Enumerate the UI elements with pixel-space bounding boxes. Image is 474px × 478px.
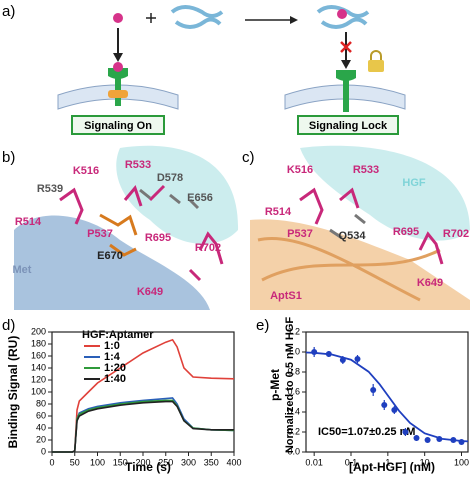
x-tick-label: 250 (158, 457, 173, 467)
y-axis-label: Normalized to 0.5 nM HGF (284, 317, 296, 454)
residue-label: K516 (73, 165, 99, 177)
data-point (381, 402, 388, 408)
residue-label: K516 (287, 164, 313, 176)
x-tick-label: 1 (385, 457, 390, 467)
data-point (458, 439, 465, 445)
residue-label: Q534 (339, 230, 367, 242)
legend-label: 1:4 (104, 351, 121, 363)
residue-label: K649 (417, 277, 443, 289)
residue-label: R514 (15, 216, 42, 228)
residue-label: R539 (37, 183, 63, 195)
y-tick-label: 1.0 (287, 346, 300, 356)
box-label: Signaling On (84, 120, 152, 132)
legend-label: 1:20 (104, 362, 126, 374)
residue-label: Met (13, 264, 32, 276)
series-line (52, 399, 235, 453)
annotation: IC50=1.07±0.25 nM (318, 426, 415, 438)
y-tick-label: 200 (31, 326, 46, 336)
legend-label: 1:0 (104, 340, 120, 352)
structure-b (14, 145, 239, 310)
data-point (450, 437, 457, 443)
x-tick-label: 0.1 (345, 457, 358, 467)
panel-label: c) (242, 149, 255, 166)
residue-label: HGF (402, 177, 426, 189)
y-tick-label: 80 (36, 398, 46, 408)
y-tick-label: 0.2 (287, 426, 300, 436)
y-axis-label: p-Met (268, 369, 282, 401)
data-point (311, 349, 318, 355)
x-tick-label: 200 (135, 457, 150, 467)
data-point (402, 429, 409, 435)
y-tick-label: 0.6 (287, 386, 300, 396)
y-tick-label: 140 (31, 362, 46, 372)
x-tick-label: 10 (420, 457, 430, 467)
series-line (52, 338, 235, 453)
panel-label: a) (2, 3, 15, 20)
residue-label: P537 (287, 228, 313, 240)
residue-label: AptS1 (270, 290, 302, 302)
y-tick-label: 100 (31, 386, 46, 396)
residue-label: R695 (393, 226, 419, 238)
x-tick-label: 400 (226, 457, 241, 467)
residue-label: R695 (145, 232, 171, 244)
x-tick-label: 100 (454, 457, 469, 467)
x-tick-label: 100 (90, 457, 105, 467)
data-point (436, 436, 443, 442)
y-tick-label: 40 (36, 422, 46, 432)
residue-label: R514 (265, 206, 292, 218)
y-tick-label: 1.2 (287, 326, 300, 336)
x-tick-label: 0.01 (305, 457, 323, 467)
data-point (424, 437, 431, 443)
x-tick-label: 300 (181, 457, 196, 467)
y-axis-label: Binding Signal (RU) (6, 336, 20, 449)
x-tick-label: 50 (70, 457, 80, 467)
panel-label: b) (2, 149, 15, 166)
data-point (370, 387, 377, 393)
series-line (52, 400, 234, 453)
residue-label: E656 (187, 192, 213, 204)
x-axis-label: [Apt-HGF] (nM) (349, 460, 435, 474)
x-axis-label: Time (s) (125, 460, 171, 474)
residue-label: K649 (137, 286, 163, 298)
residue-label: R702 (195, 242, 221, 254)
legend-label: 1:40 (104, 373, 126, 385)
box-label: Signaling Lock (309, 120, 388, 132)
residue-label: R702 (443, 228, 469, 240)
residue-label: E670 (97, 250, 123, 262)
y-tick-label: 180 (31, 338, 46, 348)
y-tick-label: 20 (36, 434, 46, 444)
schematic-a (57, 5, 406, 135)
y-tick-label: 0.4 (287, 406, 300, 416)
structure-c (250, 145, 470, 310)
residue-label: R533 (125, 159, 151, 171)
plot-frame (51, 331, 235, 453)
x-tick-label: 350 (204, 457, 219, 467)
x-tick-label: 0 (49, 457, 54, 467)
residue-label: P537 (87, 228, 113, 240)
y-tick-label: 0.8 (287, 366, 300, 376)
series-line (52, 397, 235, 453)
residue-label: R533 (353, 164, 379, 176)
residue-label: D578 (157, 172, 183, 184)
y-tick-label: 0 (41, 446, 46, 456)
panel-label: d) (2, 317, 15, 334)
data-point (413, 435, 420, 441)
data-point (391, 407, 398, 413)
data-point (325, 351, 332, 357)
data-point (354, 356, 361, 362)
y-tick-label: 120 (31, 374, 46, 384)
x-tick-label: 150 (113, 457, 128, 467)
y-tick-label: 0.0 (287, 446, 300, 456)
y-tick-label: 160 (31, 350, 46, 360)
panel-label: e) (256, 317, 269, 334)
data-point (339, 357, 346, 363)
y-tick-label: 60 (36, 410, 46, 420)
